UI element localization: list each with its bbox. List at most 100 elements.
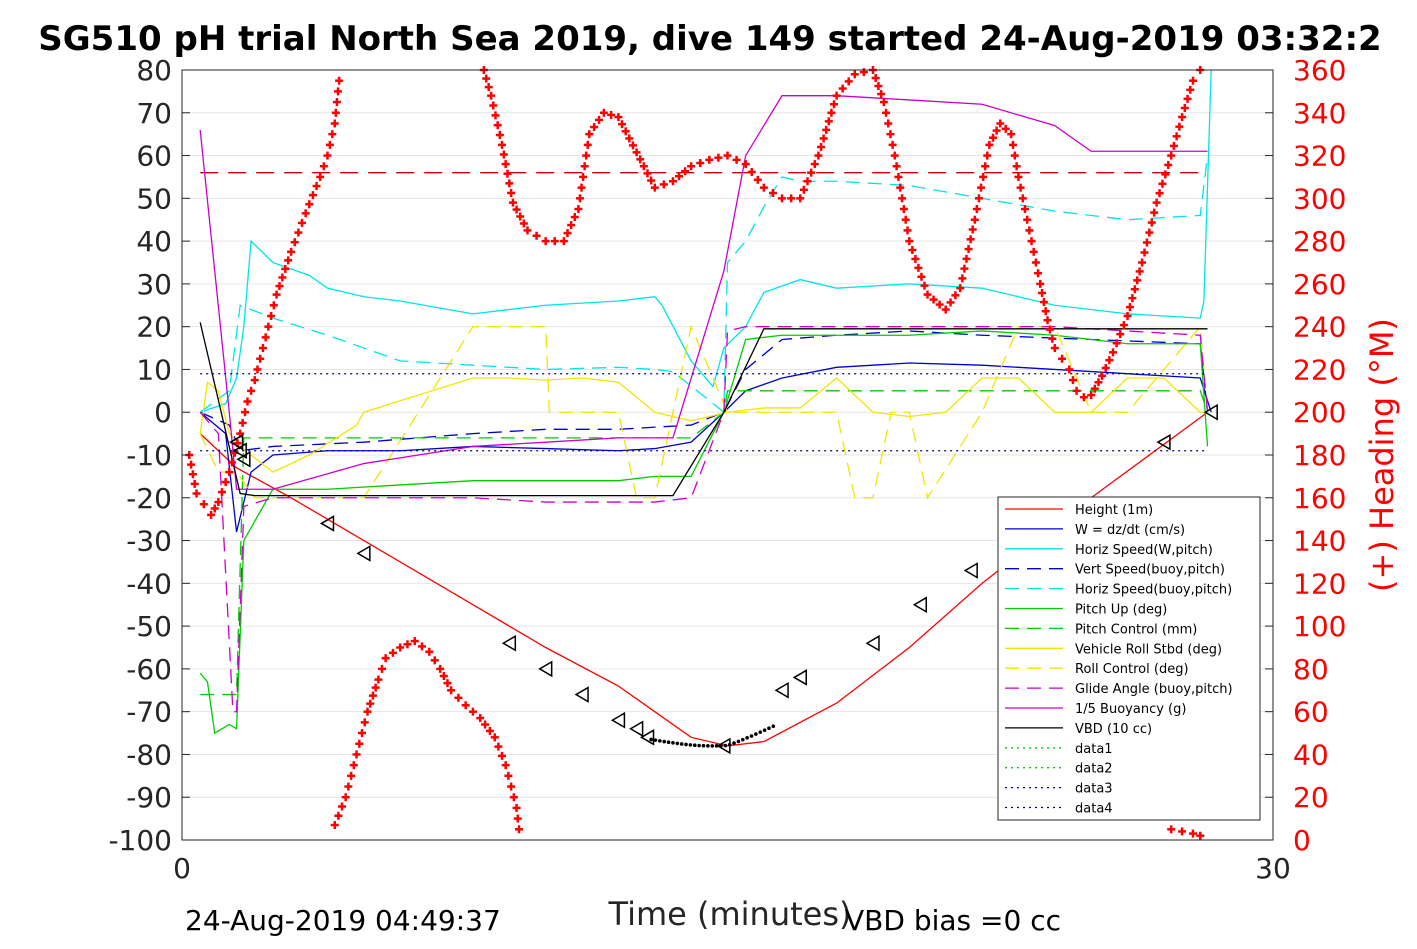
heading-point: [908, 246, 917, 255]
heading-point: [1161, 170, 1170, 179]
legend-entries: Height (1m) W = dz/dt (cm/s) Horiz Speed(W…: [1005, 503, 1233, 817]
heading-point: [341, 793, 350, 802]
heading-point: [1101, 364, 1110, 373]
heading-point: [970, 215, 979, 224]
heading-point: [243, 397, 252, 406]
heading-point: [305, 200, 314, 209]
heading-point: [1125, 303, 1134, 312]
series-line-pitch-up-deg: [199, 330, 1209, 735]
legend-label: Glide Angle (buoy,pitch): [1075, 682, 1233, 697]
heading-point: [1043, 316, 1052, 325]
y-tick-label: -90: [126, 781, 172, 814]
heading-point: [1034, 269, 1043, 278]
heading-point: [632, 148, 641, 157]
heading-point: [898, 194, 907, 203]
heading-point: [501, 160, 510, 169]
heading-point: [363, 707, 372, 716]
heading-point: [334, 87, 343, 96]
y-right-tick-label: 0: [1293, 824, 1311, 857]
series-line-vert-speed-buoy-pitch: [199, 330, 1209, 452]
height-marker: [610, 711, 626, 729]
bottom-marker-dot: [692, 743, 697, 748]
heading-point: [501, 761, 510, 770]
y-tick-label: -20: [126, 482, 172, 515]
bottom-marker-dot: [653, 738, 658, 742]
bottom-marker-dot: [758, 730, 763, 734]
heading-point: [1014, 172, 1023, 181]
heading-point: [1039, 298, 1048, 307]
heading-point: [482, 74, 491, 83]
heading-point: [261, 333, 270, 342]
heading-point: [332, 98, 341, 107]
heading-point: [489, 101, 498, 110]
heading-point: [378, 664, 387, 673]
bottom-marker-dot: [771, 724, 776, 729]
heading-point: [1145, 228, 1154, 237]
heading-point: [187, 460, 196, 469]
x-axis-label: Time (minutes): [608, 895, 852, 933]
heading-point: [207, 510, 216, 519]
heading-point: [1172, 132, 1181, 141]
bottom-marker-dot: [714, 744, 719, 748]
heading-point: [190, 479, 199, 488]
heading-point: [287, 247, 296, 256]
axis-layer: 80706050403020100-10-20-30-40-50-60-70-8…: [108, 54, 1346, 885]
legend-label: Pitch Up (deg): [1075, 603, 1167, 618]
heading-point: [1023, 215, 1032, 224]
heading-point: [1079, 393, 1088, 402]
heading-point: [1135, 267, 1144, 276]
heading-point: [951, 291, 960, 300]
heading-point: [250, 376, 259, 385]
y-tick-label: -70: [126, 696, 172, 729]
heading-point: [256, 354, 265, 363]
height-marker: [232, 442, 247, 460]
heading-point: [705, 155, 714, 164]
heading-point: [972, 205, 981, 214]
heading-point: [1178, 113, 1187, 122]
heading-point: [507, 782, 516, 791]
legend-label: data3: [1075, 782, 1113, 797]
heading-point: [508, 198, 517, 207]
heading-point: [838, 84, 847, 93]
heading-point: [968, 225, 977, 234]
series-line-horiz-speed-w-pitch: [199, 69, 1212, 413]
y-tick-label: 60: [136, 140, 172, 173]
bottom-marker-dot: [688, 743, 693, 747]
height-marker: [865, 634, 880, 652]
heading-point: [258, 344, 267, 353]
heading-point: [512, 205, 521, 214]
heading-point: [491, 111, 500, 120]
heading-point: [507, 188, 516, 197]
heading-point: [822, 125, 831, 134]
bottom-marker-dot: [736, 739, 741, 744]
series-line-1-5-buoyancy-g: [199, 95, 1208, 490]
heading-point: [977, 183, 986, 192]
heading-point: [886, 130, 895, 139]
height-marker: [1203, 403, 1218, 421]
heading-point: [799, 185, 808, 194]
heading-point: [1196, 831, 1205, 840]
heading-point: [966, 235, 975, 244]
bottom-marker-dot: [649, 737, 653, 742]
heading-point: [590, 123, 599, 132]
heading-point: [1130, 285, 1139, 294]
height-marker: [1156, 433, 1171, 451]
x-tick-label: 30: [1255, 852, 1291, 885]
legend-label: Pitch Control (mm): [1075, 622, 1197, 637]
heading-point: [284, 256, 293, 265]
y-tick-label: 20: [136, 311, 172, 344]
heading-point: [884, 119, 893, 128]
heading-point: [985, 140, 994, 149]
bottom-marker-dot: [684, 742, 688, 747]
heading-point: [803, 177, 812, 186]
series-line-glide-angle-buoy-pitch: [199, 326, 1209, 713]
heading-point: [1068, 376, 1077, 385]
heading-point: [436, 664, 445, 673]
bottom-marker-dot: [749, 734, 754, 738]
heading-point: [484, 83, 493, 92]
heading-point: [523, 226, 532, 235]
heading-point: [1020, 205, 1029, 214]
heading-point: [768, 188, 777, 197]
heading-point: [896, 183, 905, 192]
